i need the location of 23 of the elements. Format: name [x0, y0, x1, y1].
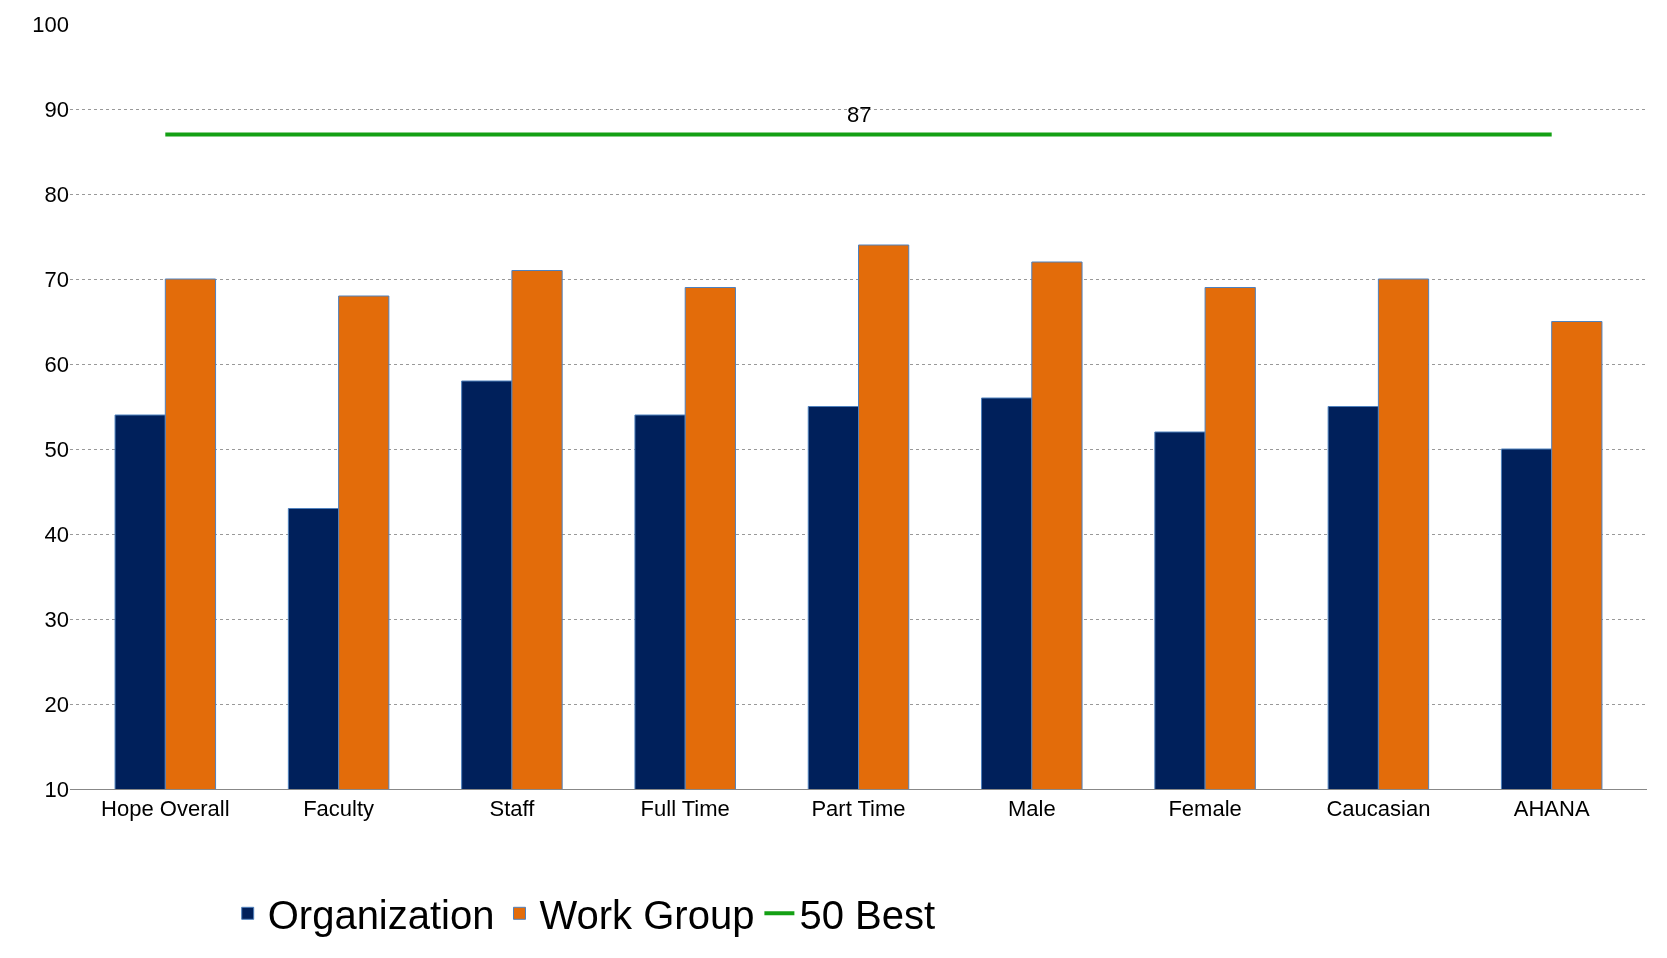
- y-tick-label: 100: [32, 11, 69, 37]
- y-tick-label: 40: [44, 521, 69, 547]
- x-tick-label: Full Time: [640, 796, 730, 822]
- y-tick-label: 10: [44, 776, 69, 802]
- y-tick-label: 60: [44, 351, 69, 377]
- x-tick-label: Male: [1007, 796, 1056, 822]
- y-tick-label: 20: [44, 691, 69, 717]
- legend-label: Organization: [267, 892, 495, 937]
- legend-label: Work Group: [539, 892, 755, 937]
- y-tick-label: 90: [44, 96, 69, 122]
- y-tick-label: 50: [44, 436, 69, 462]
- y-tick-label: 70: [44, 266, 69, 292]
- x-tick-label: Part Time: [811, 796, 906, 822]
- x-tick-label: AHANA: [1513, 796, 1590, 822]
- x-tick-label: Staff: [489, 796, 536, 822]
- x-tick-label: Caucasian: [1326, 796, 1431, 822]
- annotation: 87: [847, 102, 872, 127]
- x-tick-label: Hope Overall: [101, 796, 230, 822]
- x-tick-label: Faculty: [303, 796, 375, 822]
- x-tick-label: Female: [1168, 796, 1242, 822]
- legend-label: 50 Best: [799, 892, 936, 937]
- y-tick-label: 30: [44, 606, 69, 632]
- y-tick-label: 80: [44, 181, 69, 207]
